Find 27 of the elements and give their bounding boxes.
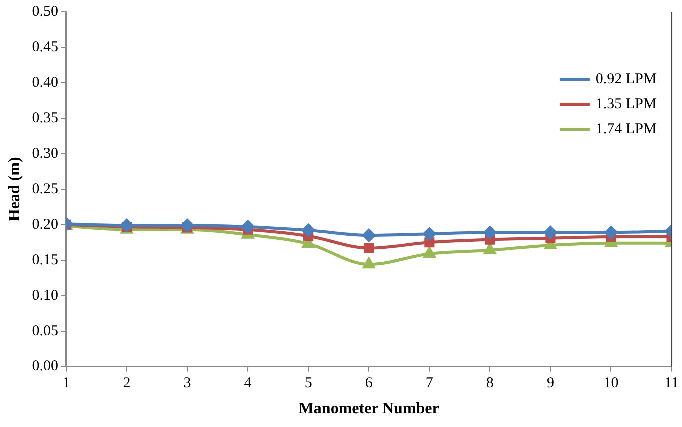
y-tick-label: 0.05 <box>32 323 58 340</box>
legend-label: 0.92 LPM <box>596 71 657 88</box>
y-tick-label: 0.45 <box>32 39 58 56</box>
y-tick-label: 0.25 <box>32 181 58 198</box>
x-axis-title: Manometer Number <box>298 400 440 418</box>
y-tick-label: 0.30 <box>32 146 58 162</box>
y-tick-label: 0.35 <box>32 110 58 126</box>
legend-label: 1.35 LPM <box>596 96 657 112</box>
x-tick-label: 9 <box>546 376 554 392</box>
y-tick-label: 0.20 <box>32 216 58 233</box>
x-tick-label: 5 <box>304 376 312 392</box>
y-tick-label: 0.40 <box>32 74 58 91</box>
x-tick-label: 6 <box>365 376 374 392</box>
x-tick-label: 10 <box>604 376 619 392</box>
y-axis-title: Head (m) <box>6 157 24 222</box>
x-tick-label: 1 <box>62 376 70 392</box>
x-tick-label: 11 <box>664 376 680 392</box>
x-tick-label: 3 <box>184 376 192 392</box>
y-tick-label: 0.50 <box>32 4 58 20</box>
legend-label: 1.74 LPM <box>596 121 657 138</box>
y-tick-label: 0.00 <box>32 358 58 375</box>
x-tick-label: 8 <box>486 376 494 392</box>
x-tick-label: 7 <box>426 376 434 392</box>
y-tick-label: 0.10 <box>32 288 58 304</box>
x-tick-label: 4 <box>244 376 252 392</box>
y-tick-label: 0.15 <box>32 252 58 268</box>
x-tick-label: 2 <box>123 376 131 392</box>
